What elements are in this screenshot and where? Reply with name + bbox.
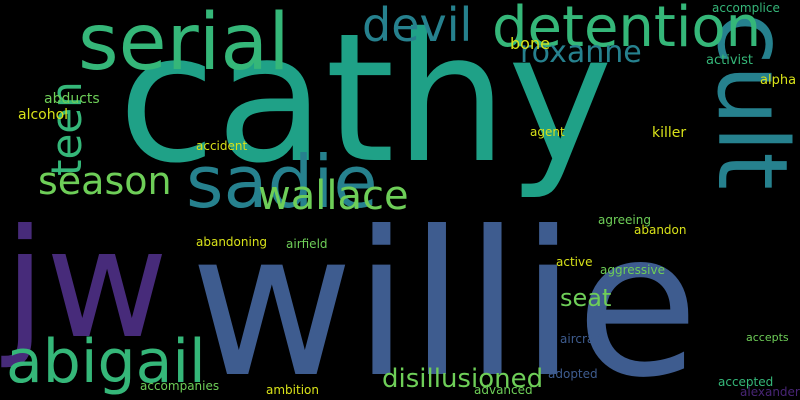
- word-detention: detention: [492, 0, 762, 60]
- word-abandoning: abandoning: [196, 235, 268, 249]
- word-agent: agent: [530, 125, 565, 139]
- word-abducts: abducts: [44, 91, 100, 107]
- word-abigail: abigail: [6, 327, 206, 397]
- word-aggressive: aggressive: [600, 263, 665, 277]
- word-alpha: alpha: [760, 73, 797, 88]
- word-disillusioned: disillusioned: [382, 364, 544, 394]
- word-activist: activist: [706, 53, 753, 68]
- word-aircraft: aircraft: [560, 332, 603, 346]
- word-advanced: advanced: [474, 383, 533, 397]
- word-alcohol: alcohol: [18, 107, 69, 123]
- word-willie: willie: [190, 189, 699, 400]
- word-agreeing: agreeing: [598, 213, 651, 227]
- word-abandon: abandon: [634, 223, 687, 237]
- word-accepts: accepts: [746, 331, 789, 344]
- word-serial: serial: [78, 0, 290, 88]
- word-accompanies: accompanies: [140, 379, 220, 393]
- word-jw: jw: [4, 198, 169, 372]
- word-airfield: airfield: [286, 237, 328, 251]
- word-accomplice: accomplice: [712, 1, 780, 15]
- word-sadie: sadie: [186, 140, 378, 224]
- word-accepted: accepted: [718, 375, 774, 389]
- word-season: season: [38, 159, 172, 203]
- word-alexander: alexander: [740, 385, 800, 399]
- word-devil: devil: [362, 0, 473, 52]
- word-seat: seat: [560, 284, 612, 312]
- word-accident: accident: [196, 139, 248, 153]
- word-cathy: cathy: [118, 0, 613, 202]
- word-ambition: ambition: [266, 383, 319, 397]
- word-adopted: adopted: [548, 367, 598, 381]
- word-bone: bone: [510, 34, 550, 53]
- word-active: active: [556, 255, 593, 269]
- word-roxanne: roxanne: [520, 35, 642, 70]
- word-killer: killer: [652, 125, 687, 141]
- word-wallace: wallace: [258, 173, 409, 219]
